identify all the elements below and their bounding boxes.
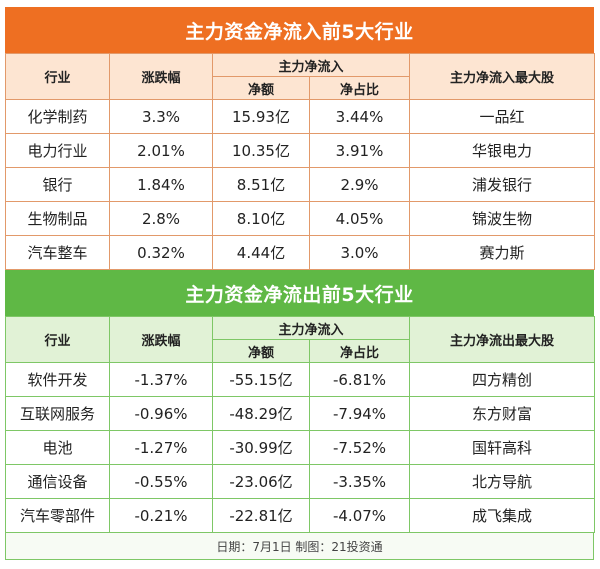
inflow-table: 行业 涨跌幅 主力净流入 主力净流入最大股 净额 净占比 化学制药 3.3% 1… <box>5 53 596 270</box>
header-net-inflow-group: 主力净流入 <box>211 53 411 77</box>
cell-change: -1.27% <box>109 430 213 465</box>
cell-ratio: 3.0% <box>308 235 411 270</box>
cell-change: 2.8% <box>109 201 213 236</box>
cell-top-stock: 浦发银行 <box>409 167 596 202</box>
cell-industry: 汽车零部件 <box>5 498 110 533</box>
table-row: 电池 -1.27% -30.99亿 -7.52% 国轩高科 <box>5 430 596 465</box>
cell-net: 4.44亿 <box>212 235 310 270</box>
header-net: 净额 <box>212 76 310 100</box>
header-top-stock: 主力净流入最大股 <box>409 53 596 100</box>
cell-net: 10.35亿 <box>212 133 310 168</box>
cell-net: 8.10亿 <box>212 201 310 236</box>
cell-top-stock: 赛力斯 <box>409 235 596 270</box>
table-row: 化学制药 3.3% 15.93亿 3.44% 一品红 <box>5 99 596 134</box>
header-industry: 行业 <box>5 53 110 100</box>
cell-top-stock: 锦波生物 <box>409 201 596 236</box>
cell-top-stock: 一品红 <box>409 99 596 134</box>
cell-industry: 软件开发 <box>5 362 110 397</box>
header-top-stock: 主力净流出最大股 <box>409 316 596 363</box>
table-row: 汽车零部件 -0.21% -22.81亿 -4.07% 成飞集成 <box>5 498 596 533</box>
cell-change: -0.96% <box>109 396 213 431</box>
cell-top-stock: 华银电力 <box>409 133 596 168</box>
cell-change: 0.32% <box>109 235 213 270</box>
outflow-subheader-row: 净额 净占比 <box>6 339 595 363</box>
cell-change: 3.3% <box>109 99 213 134</box>
table-row: 电力行业 2.01% 10.35亿 3.91% 华银电力 <box>5 133 596 168</box>
report-card: 主力资金净流入前5大行业 行业 涨跌幅 主力净流入 主力净流入最大股 净额 净占… <box>5 7 596 560</box>
cell-change: -0.55% <box>109 464 213 499</box>
cell-net: -22.81亿 <box>212 498 310 533</box>
cell-ratio: 2.9% <box>308 167 411 202</box>
outflow-header-row: 行业 涨跌幅 主力净流入 主力净流出最大股 <box>5 316 596 363</box>
cell-industry: 化学制药 <box>5 99 110 134</box>
cell-industry: 银行 <box>5 167 110 202</box>
cell-net: -48.29亿 <box>212 396 310 431</box>
outflow-table: 行业 涨跌幅 主力净流入 主力净流出最大股 净额 净占比 软件开发 -1.37%… <box>5 316 596 533</box>
header-net-inflow-group: 主力净流入 <box>211 316 411 340</box>
cell-net: 15.93亿 <box>212 99 310 134</box>
cell-ratio: -7.52% <box>308 430 411 465</box>
cell-ratio: 4.05% <box>308 201 411 236</box>
header-change: 涨跌幅 <box>109 316 213 363</box>
header-net: 净额 <box>212 339 310 363</box>
cell-industry: 互联网服务 <box>5 396 110 431</box>
table-row: 银行 1.84% 8.51亿 2.9% 浦发银行 <box>5 167 596 202</box>
cell-net: -23.06亿 <box>212 464 310 499</box>
cell-industry: 通信设备 <box>5 464 110 499</box>
inflow-header-row: 行业 涨跌幅 主力净流入 主力净流入最大股 <box>5 53 596 100</box>
cell-net: -30.99亿 <box>212 430 310 465</box>
footer-credit: 日期：7月1日 制图：21投资通 <box>5 533 594 560</box>
cell-change: 1.84% <box>109 167 213 202</box>
cell-industry: 电池 <box>5 430 110 465</box>
cell-ratio: -7.94% <box>308 396 411 431</box>
cell-ratio: 3.44% <box>308 99 411 134</box>
table-row: 互联网服务 -0.96% -48.29亿 -7.94% 东方财富 <box>5 396 596 431</box>
cell-industry: 生物制品 <box>5 201 110 236</box>
cell-ratio: -6.81% <box>308 362 411 397</box>
cell-ratio: -3.35% <box>308 464 411 499</box>
cell-net: -55.15亿 <box>212 362 310 397</box>
cell-top-stock: 成飞集成 <box>409 498 596 533</box>
table-row: 通信设备 -0.55% -23.06亿 -3.35% 北方导航 <box>5 464 596 499</box>
cell-change: -0.21% <box>109 498 213 533</box>
header-ratio: 净占比 <box>308 339 411 363</box>
table-row: 生物制品 2.8% 8.10亿 4.05% 锦波生物 <box>5 201 596 236</box>
cell-ratio: -4.07% <box>308 498 411 533</box>
cell-top-stock: 东方财富 <box>409 396 596 431</box>
header-ratio: 净占比 <box>308 76 411 100</box>
header-industry: 行业 <box>5 316 110 363</box>
table-row: 软件开发 -1.37% -55.15亿 -6.81% 四方精创 <box>5 362 596 397</box>
inflow-title: 主力资金净流入前5大行业 <box>5 7 594 53</box>
cell-change: -1.37% <box>109 362 213 397</box>
outflow-title: 主力资金净流出前5大行业 <box>5 270 594 316</box>
cell-top-stock: 北方导航 <box>409 464 596 499</box>
cell-ratio: 3.91% <box>308 133 411 168</box>
cell-top-stock: 四方精创 <box>409 362 596 397</box>
cell-top-stock: 国轩高科 <box>409 430 596 465</box>
table-row: 汽车整车 0.32% 4.44亿 3.0% 赛力斯 <box>5 235 596 270</box>
cell-industry: 电力行业 <box>5 133 110 168</box>
cell-change: 2.01% <box>109 133 213 168</box>
cell-net: 8.51亿 <box>212 167 310 202</box>
header-change: 涨跌幅 <box>109 53 213 100</box>
cell-industry: 汽车整车 <box>5 235 110 270</box>
